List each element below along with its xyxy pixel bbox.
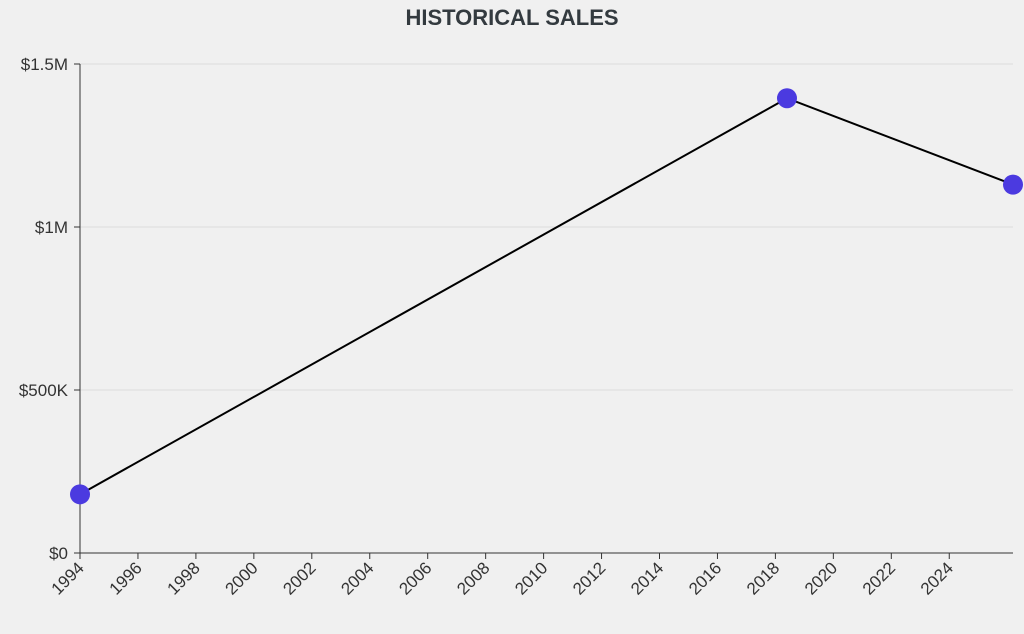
x-tick-label-4: 2002 — [279, 558, 319, 598]
x-tick-label-12: 2018 — [743, 558, 783, 598]
x-tick-label-6: 2006 — [395, 558, 435, 598]
x-tick-label-9: 2012 — [569, 558, 609, 598]
y-tick-label-2: $1M — [35, 218, 68, 237]
x-tick-label-14: 2022 — [859, 558, 899, 598]
y-tick-label-3: $1.5M — [21, 55, 68, 74]
x-tick-label-8: 2010 — [511, 558, 551, 598]
data-point-0-2 — [1003, 174, 1023, 195]
y-tick-label-1: $500K — [19, 381, 69, 400]
x-tick-label-0: 1994 — [48, 558, 88, 598]
x-tick-label-7: 2008 — [453, 558, 493, 598]
x-tick-label-13: 2020 — [801, 558, 841, 598]
x-tick-label-2: 1998 — [164, 558, 204, 598]
y-tick-label-0: $0 — [49, 544, 68, 563]
x-tick-label-5: 2004 — [337, 558, 377, 598]
data-point-0-0 — [70, 484, 90, 505]
x-tick-label-15: 2024 — [917, 558, 957, 598]
data-point-0-1 — [776, 88, 797, 109]
chart-title: HISTORICAL SALES — [405, 5, 619, 30]
x-tick-label-10: 2014 — [627, 558, 667, 598]
x-tick-label-11: 2016 — [685, 558, 725, 598]
x-tick-label-3: 2000 — [221, 558, 261, 598]
x-tick-label-1: 1996 — [106, 558, 146, 598]
series-line-0 — [79, 97, 1014, 496]
